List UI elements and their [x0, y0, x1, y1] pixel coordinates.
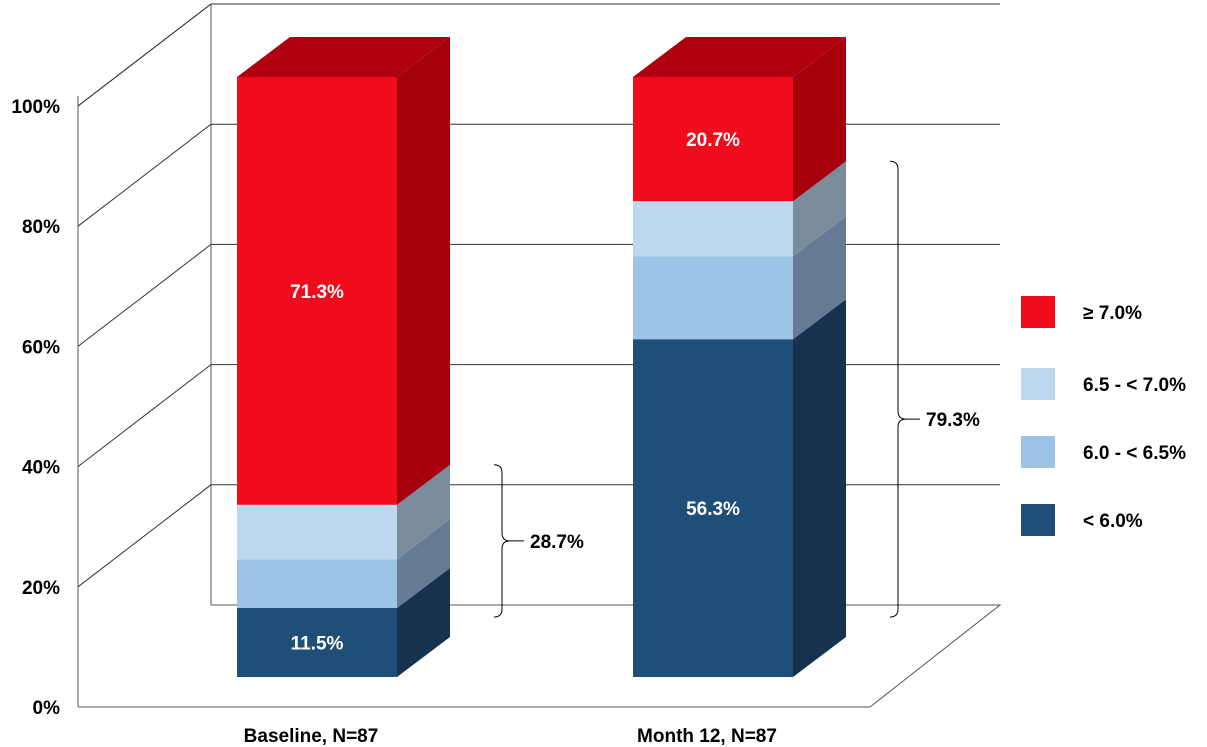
x-tick-label: Month 12, N=87 — [637, 726, 777, 747]
bar-segment — [237, 608, 397, 677]
bar-segment — [237, 559, 397, 608]
brace — [493, 464, 511, 618]
legend-label: < 6.0% — [1083, 511, 1143, 532]
data-label: 56.3% — [686, 499, 740, 520]
brace — [889, 160, 907, 618]
legend-label: 6.5 - < 7.0% — [1083, 375, 1186, 396]
floor-outline — [78, 604, 1002, 708]
y-tick-label: 80% — [22, 217, 60, 238]
data-label: 20.7% — [686, 130, 740, 151]
legend: ≥ 7.0% 6.5 - < 7.0% 6.0 - < 6.5% < 6.0% — [1021, 296, 1186, 536]
bar-segment — [633, 256, 793, 340]
chart-3d-frame — [77, 4, 1002, 708]
bar-segment-side — [397, 568, 450, 677]
gridline-diagonal — [77, 244, 212, 347]
bar-segment — [237, 77, 397, 505]
bar-segment-side — [397, 519, 450, 608]
gridline-diagonal — [77, 484, 212, 588]
y-axis-ticks: 0% 20% 40% 60% 80% 100% — [11, 97, 60, 719]
y-tick-label: 60% — [22, 337, 60, 358]
bar-segment — [237, 504, 397, 560]
brace-label: 28.7% — [530, 532, 584, 553]
brace-annotations: 28.7% 79.3% — [493, 160, 980, 618]
data-label: 11.5% — [291, 634, 344, 655]
legend-label: 6.0 - < 6.5% — [1083, 443, 1186, 464]
bar-segment-side — [793, 161, 846, 257]
bar-top — [633, 37, 846, 77]
legend-swatch — [1021, 504, 1055, 536]
y-tick-label: 40% — [22, 458, 60, 479]
y-tick-label: 0% — [33, 698, 61, 719]
gridline-diagonal — [77, 123, 212, 227]
bar-segment-side — [397, 464, 450, 560]
x-tick-label: Baseline, N=87 — [244, 726, 379, 747]
legend-swatch — [1021, 296, 1055, 328]
y-tick-label: 100% — [11, 97, 60, 118]
brace-label: 79.3% — [926, 410, 980, 431]
bar-segment-side — [793, 299, 846, 677]
bar-segment — [633, 201, 793, 257]
legend-swatch — [1021, 436, 1055, 468]
legend-label: ≥ 7.0% — [1083, 303, 1142, 324]
data-label: 71.3% — [290, 282, 344, 303]
x-axis-labels: Baseline, N=87 Month 12, N=87 — [244, 726, 777, 747]
bar-segment — [633, 339, 793, 677]
gridline-diagonal — [77, 3, 212, 107]
bar-top — [237, 37, 450, 77]
gridlines — [77, 3, 1000, 588]
y-tick-label: 20% — [22, 578, 60, 599]
legend-swatch — [1021, 368, 1055, 400]
bar-segment-side — [793, 216, 846, 340]
bar-segment-side — [397, 37, 450, 505]
bars: 11.5% 71.3% 56.3% 20.7% — [237, 37, 846, 677]
bar-segment-side — [793, 37, 846, 202]
bar-segment — [633, 77, 793, 202]
gridline-diagonal — [77, 364, 212, 467]
